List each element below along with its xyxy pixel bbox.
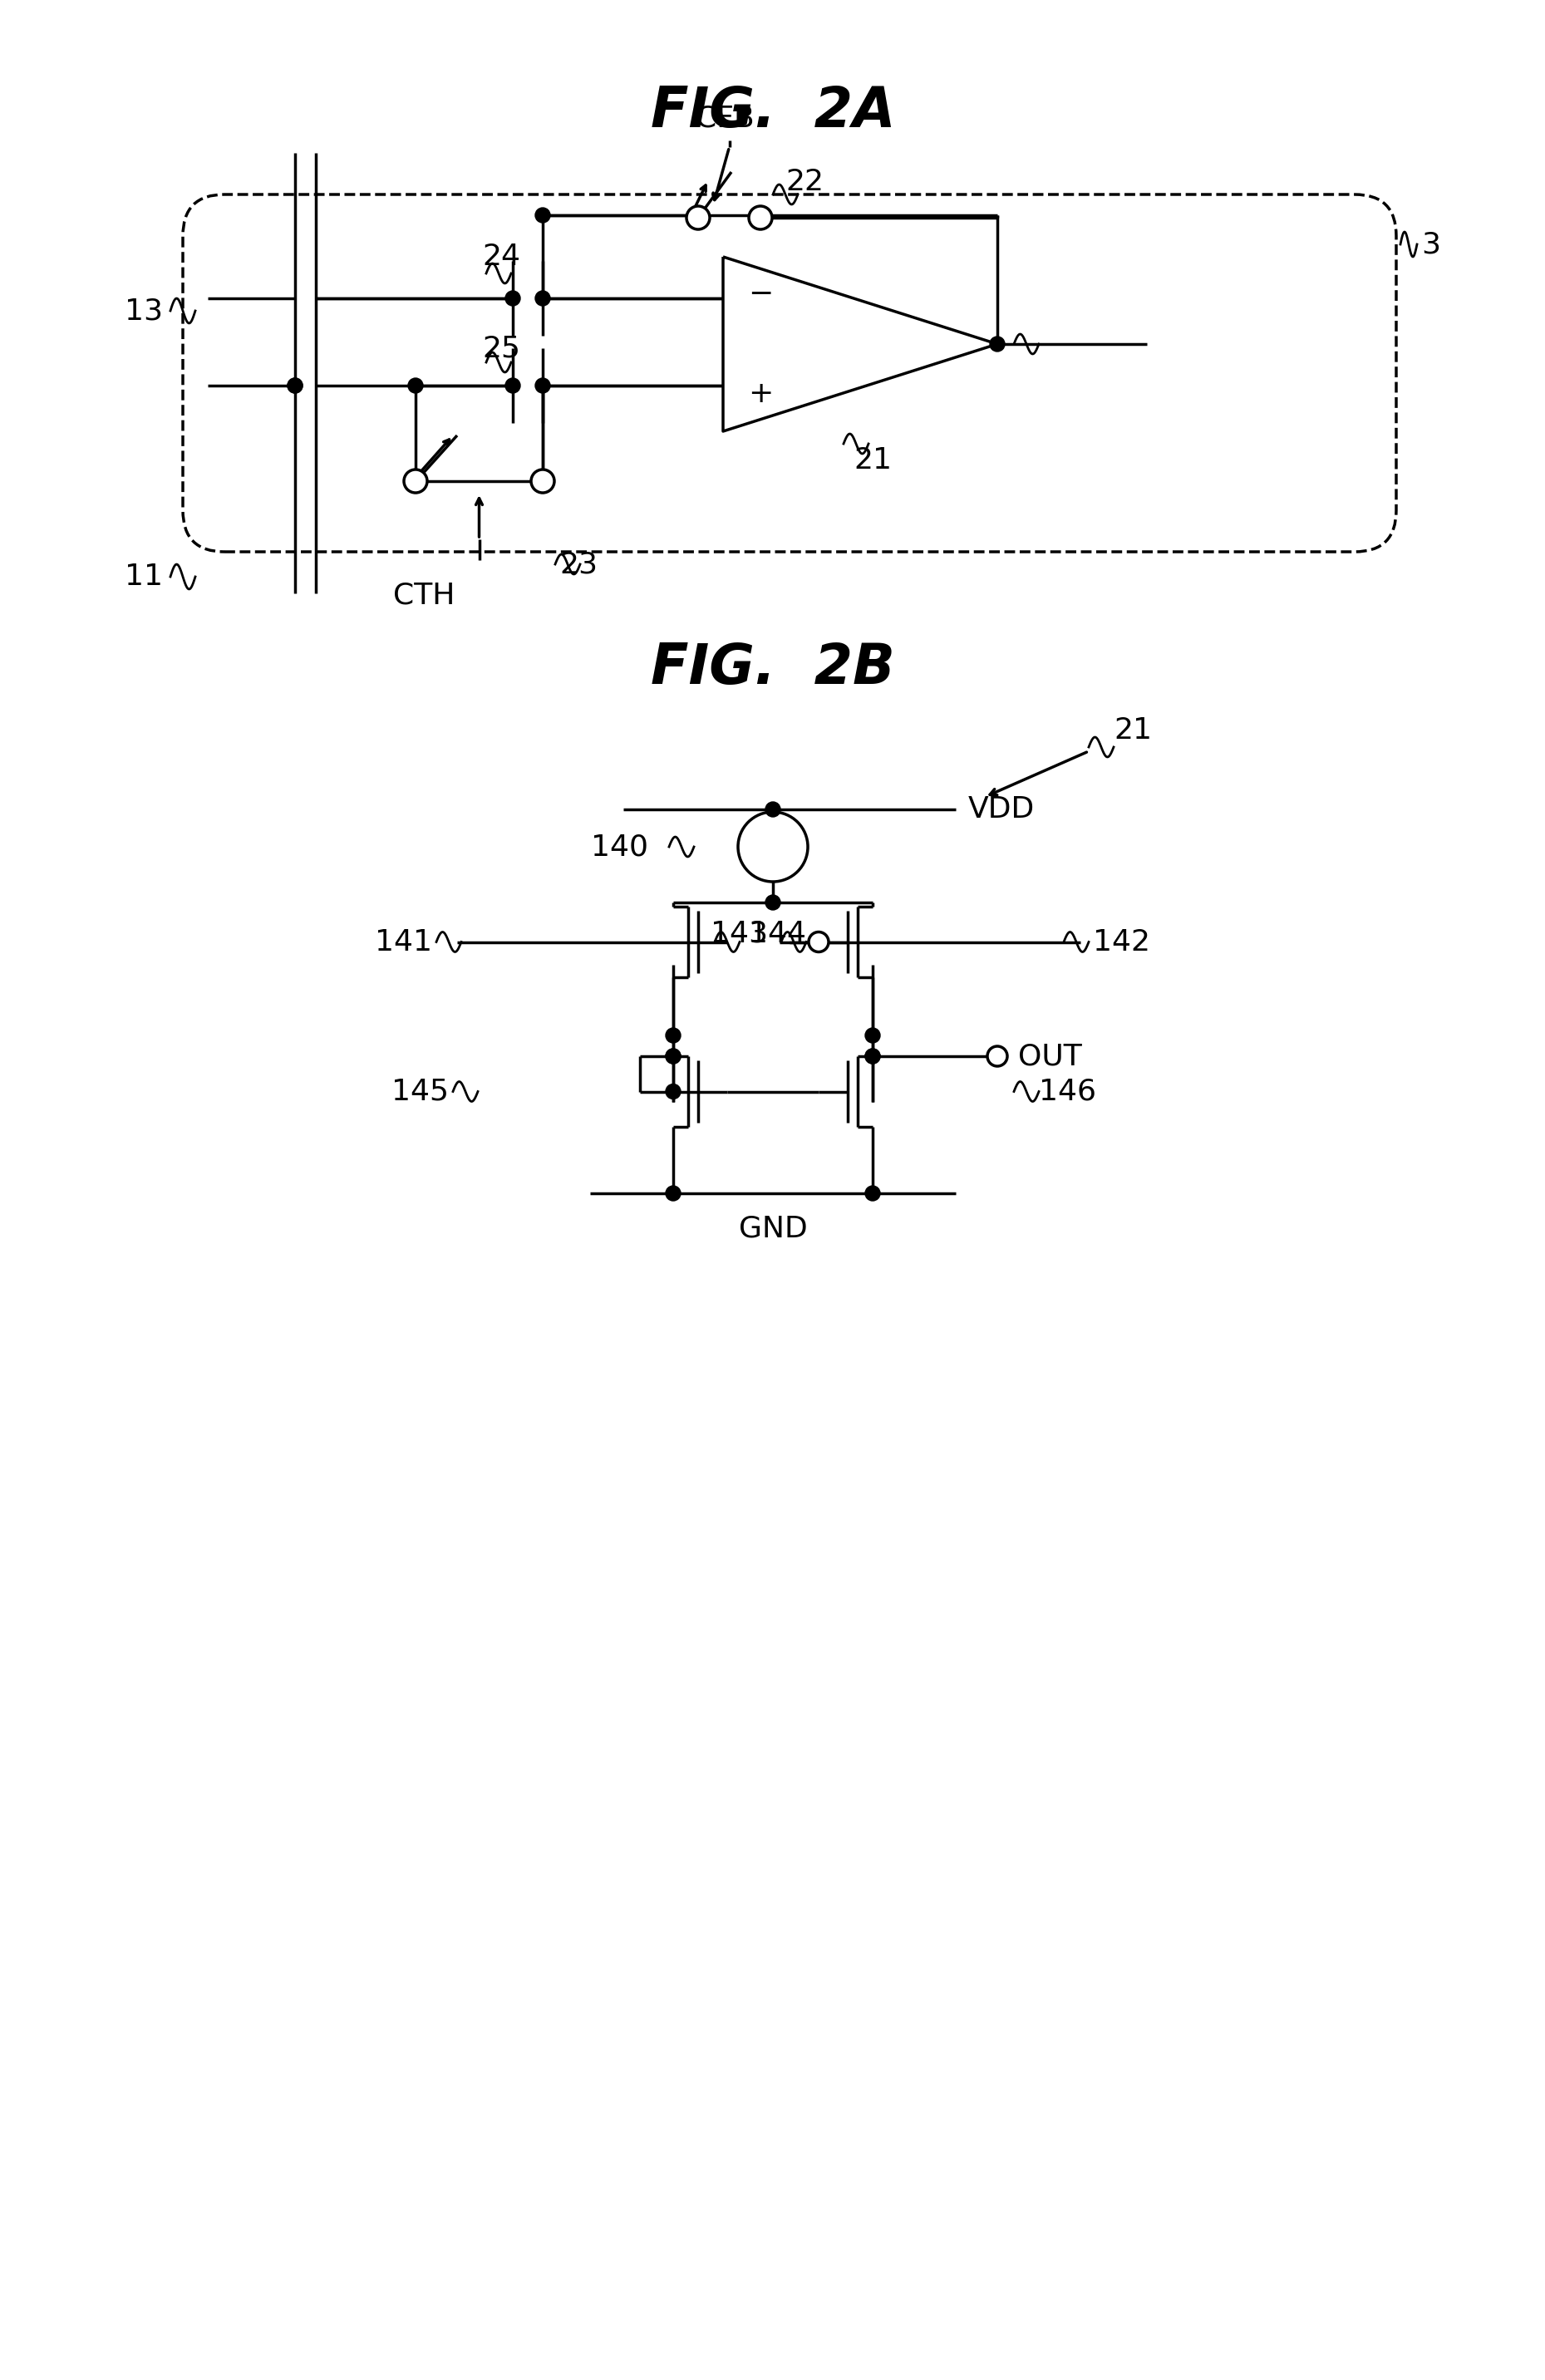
Text: 24: 24 [482, 243, 521, 271]
Text: 11: 11 [125, 562, 162, 590]
Text: 21: 21 [853, 447, 891, 474]
Text: 145: 145 [391, 1078, 448, 1107]
Text: OUT: OUT [1018, 1042, 1082, 1071]
Circle shape [865, 1185, 881, 1202]
Circle shape [739, 812, 808, 881]
Circle shape [535, 378, 550, 393]
Text: FIG.  2B: FIG. 2B [650, 640, 895, 695]
Text: 142: 142 [1092, 928, 1149, 957]
Text: 21: 21 [1114, 716, 1153, 745]
Circle shape [287, 378, 303, 393]
Circle shape [531, 469, 555, 493]
Circle shape [749, 207, 772, 228]
Circle shape [765, 802, 780, 816]
Circle shape [287, 378, 303, 393]
Text: CFB: CFB [695, 105, 754, 133]
Text: 140: 140 [590, 833, 649, 862]
Text: 23: 23 [559, 550, 598, 578]
Text: 3: 3 [1421, 231, 1440, 259]
Text: 143: 143 [711, 919, 768, 947]
Circle shape [666, 1028, 681, 1042]
Circle shape [408, 378, 423, 393]
Circle shape [666, 1185, 681, 1202]
Text: VDD: VDD [969, 795, 1035, 823]
Circle shape [403, 469, 426, 493]
Text: CTH: CTH [392, 581, 454, 609]
Text: GND: GND [739, 1214, 808, 1242]
Circle shape [765, 895, 780, 909]
Text: 13: 13 [125, 298, 162, 326]
Circle shape [987, 1047, 1007, 1066]
Circle shape [505, 378, 521, 393]
Circle shape [808, 933, 828, 952]
Text: 22: 22 [785, 169, 823, 195]
Text: 141: 141 [375, 928, 433, 957]
Text: 25: 25 [482, 333, 521, 362]
Circle shape [666, 1050, 681, 1064]
Circle shape [865, 1050, 881, 1064]
Text: 146: 146 [1038, 1078, 1097, 1107]
Circle shape [686, 207, 709, 228]
Text: FIG.  2A: FIG. 2A [650, 83, 896, 138]
Circle shape [535, 207, 550, 224]
Circle shape [865, 1050, 881, 1064]
Circle shape [666, 1083, 681, 1100]
Text: 144: 144 [749, 919, 806, 947]
Circle shape [505, 290, 521, 305]
Circle shape [666, 1050, 681, 1064]
Text: −: − [748, 281, 772, 309]
Circle shape [865, 1028, 881, 1042]
Text: +: + [748, 381, 772, 407]
Circle shape [535, 290, 550, 305]
Circle shape [990, 336, 1004, 352]
